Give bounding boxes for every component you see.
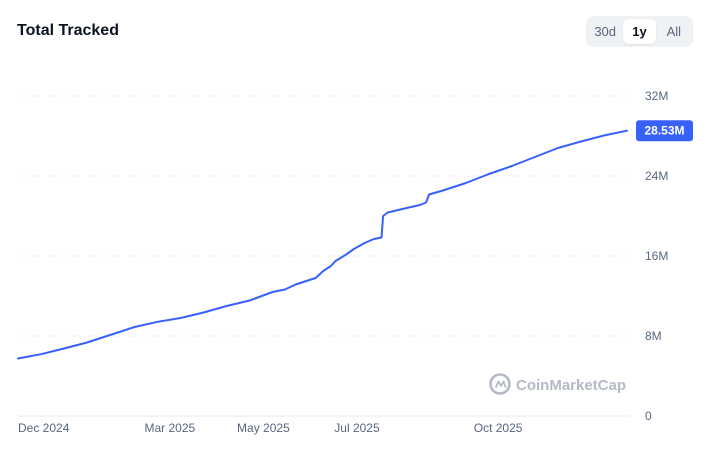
current-value-badge-bg (636, 120, 693, 142)
range-30d-button[interactable]: 30d (594, 24, 617, 39)
y-tick-label: 0 (645, 409, 652, 423)
watermark: CoinMarketCap (489, 373, 626, 395)
current-value-label: 28.53M (644, 124, 684, 138)
y-axis: 0 8M 16M 24M 32M (645, 89, 668, 423)
range-1y-button[interactable]: 1y (623, 19, 656, 44)
x-tick-label: Dec 2024 (18, 421, 70, 435)
chart-title: Total Tracked (17, 22, 119, 39)
y-tick-label: 8M (645, 329, 662, 343)
x-tick-label: Oct 2025 (474, 421, 523, 435)
x-tick-label: Jul 2025 (334, 421, 380, 435)
watermark-text: CoinMarketCap (516, 377, 626, 394)
time-range-selector: 30d 1y All (586, 16, 693, 47)
x-tick-label: May 2025 (237, 421, 290, 435)
series-line (17, 129, 628, 360)
y-tick-label: 16M (645, 249, 668, 263)
coinmarketcap-logo-icon (489, 373, 511, 395)
grid-lines (18, 95, 630, 417)
x-tick-label: Mar 2025 (144, 421, 195, 435)
range-all-button[interactable]: All (666, 24, 682, 39)
x-axis: Dec 2024 Mar 2025 May 2025 Jul 2025 Oct 2025 (18, 421, 523, 435)
y-tick-label: 32M (645, 89, 668, 103)
current-value-badge: 28.53M (636, 120, 693, 142)
y-tick-label: 24M (645, 169, 668, 183)
